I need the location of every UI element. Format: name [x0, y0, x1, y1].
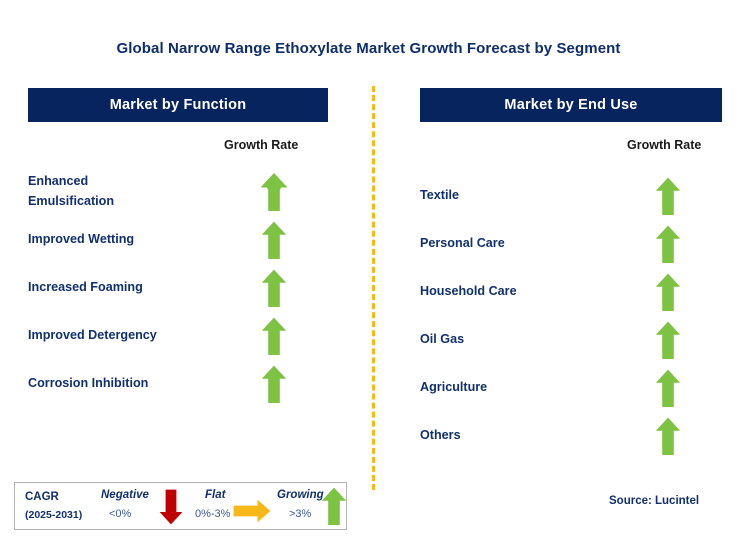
- legend-value-growing: >3%: [289, 508, 312, 520]
- growth-indicator: [254, 220, 294, 260]
- arrow-up-icon: [655, 273, 681, 311]
- row-label: Corrosion Inhibition: [28, 376, 149, 391]
- legend-value-negative: <0%: [109, 508, 132, 520]
- growth-indicator: [254, 316, 294, 356]
- legend: CAGR (2025-2031) Negative <0% Flat 0%-3%…: [14, 482, 347, 530]
- page-title: Global Narrow Range Ethoxylate Market Gr…: [116, 40, 621, 57]
- arrow-up-icon: [655, 321, 681, 359]
- arrow-up-icon: [655, 369, 681, 407]
- arrow-up-icon: [261, 269, 287, 307]
- growth-indicator: [648, 176, 688, 216]
- growth-indicator: [254, 364, 294, 404]
- legend-icon-flat: [233, 498, 271, 524]
- legend-label-growing: Growing: [277, 489, 324, 501]
- panel-market-by-end-use: Market by End Use: [420, 88, 722, 122]
- growth-indicator: [648, 416, 688, 456]
- growth-indicator: [648, 272, 688, 312]
- table-row: Household Care: [420, 268, 722, 316]
- source-label: Source: Lucintel: [609, 495, 700, 507]
- legend-cagr-years: (2025-2031): [25, 508, 83, 521]
- row-label: Improved Wetting: [28, 232, 135, 247]
- rows-market-by-function: Enhanced Emulsification Improved Wetting…: [28, 168, 328, 408]
- table-row: Corrosion Inhibition: [28, 360, 328, 408]
- table-row: Agriculture: [420, 364, 722, 412]
- arrow-right-icon: [233, 499, 271, 523]
- arrow-up-icon: [260, 173, 288, 211]
- row-label: Improved Detergency: [28, 328, 157, 343]
- row-label: Enhanced Emulsification: [28, 174, 115, 208]
- table-row: Improved Detergency: [28, 312, 328, 360]
- arrow-up-icon: [655, 225, 681, 263]
- legend-label-negative: Negative: [101, 489, 149, 501]
- panel-divider: [372, 86, 375, 490]
- table-row: Others: [420, 412, 722, 460]
- row-label: Increased Foaming: [28, 280, 143, 295]
- row-label: Oil Gas: [420, 332, 465, 347]
- arrow-up-icon: [655, 417, 681, 455]
- arrow-up-icon: [261, 365, 287, 403]
- growth-rate-label-right: Growth Rate: [627, 138, 702, 152]
- panel-market-by-function: Market by Function: [28, 88, 328, 122]
- growth-indicator: [648, 368, 688, 408]
- arrow-up-icon: [321, 487, 347, 525]
- panel-header-market-by-function: Market by Function: [28, 88, 328, 122]
- rows-market-by-end-use: Textile Personal Care Household Care: [420, 172, 722, 460]
- row-label: Household Care: [420, 284, 517, 299]
- growth-indicator: [648, 224, 688, 264]
- table-row: Increased Foaming: [28, 264, 328, 312]
- growth-indicator: [254, 172, 294, 212]
- legend-cagr-title: CAGR (2025-2031): [25, 489, 82, 523]
- arrow-up-icon: [655, 177, 681, 215]
- growth-rate-label-left: Growth Rate: [224, 138, 299, 152]
- row-label: Personal Care: [420, 236, 505, 251]
- row-label: Agriculture: [420, 380, 488, 395]
- panel-header-market-by-end-use: Market by End Use: [420, 88, 722, 122]
- legend-icon-growing: [320, 487, 348, 525]
- arrow-down-icon: [159, 489, 183, 525]
- legend-icon-negative: [158, 489, 184, 525]
- table-row: Oil Gas: [420, 316, 722, 364]
- row-label: Textile: [420, 188, 459, 203]
- growth-indicator: [254, 268, 294, 308]
- legend-cagr-label: CAGR: [25, 491, 59, 503]
- table-row: Improved Wetting: [28, 216, 328, 264]
- growth-indicator: [648, 320, 688, 360]
- arrow-up-icon: [261, 221, 287, 259]
- row-label: Others: [420, 428, 461, 443]
- arrow-up-icon: [261, 317, 287, 355]
- table-row: Personal Care: [420, 220, 722, 268]
- legend-value-flat: 0%-3%: [195, 508, 231, 520]
- table-row: Enhanced Emulsification: [28, 168, 328, 216]
- table-row: Textile: [420, 172, 722, 220]
- legend-label-flat: Flat: [205, 489, 226, 501]
